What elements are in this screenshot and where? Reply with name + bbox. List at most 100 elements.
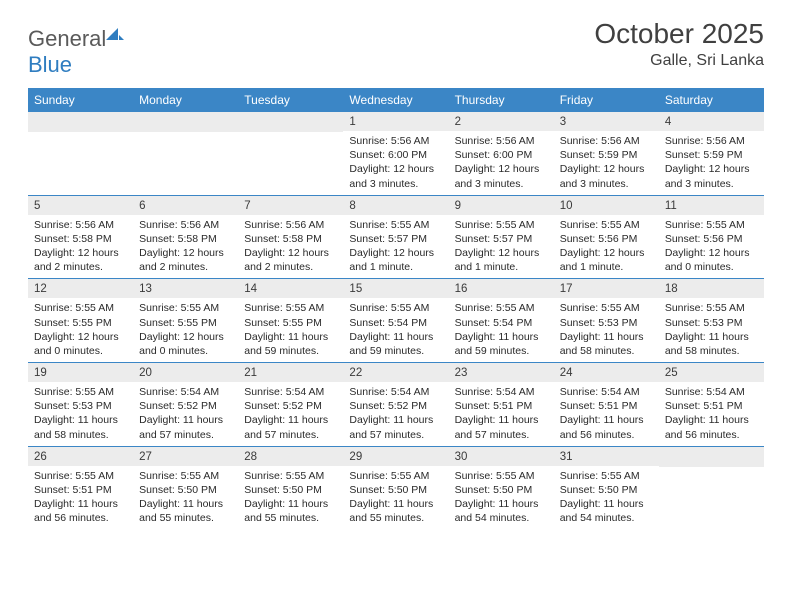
sunset-line: Sunset: 6:00 PM [455, 148, 548, 162]
day-cell: 25Sunrise: 5:54 AMSunset: 5:51 PMDayligh… [659, 363, 764, 446]
day-cell: 28Sunrise: 5:55 AMSunset: 5:50 PMDayligh… [238, 447, 343, 530]
day-number: 5 [28, 196, 133, 215]
day-cell: 6Sunrise: 5:56 AMSunset: 5:58 PMDaylight… [133, 196, 238, 279]
sunset-line: Sunset: 5:50 PM [139, 483, 232, 497]
day-number: 6 [133, 196, 238, 215]
sunset-line: Sunset: 5:50 PM [455, 483, 548, 497]
daylight-line: Daylight: 12 hours and 1 minute. [349, 246, 442, 274]
sunrise-line: Sunrise: 5:54 AM [244, 385, 337, 399]
sunset-line: Sunset: 5:53 PM [665, 316, 758, 330]
sunset-line: Sunset: 5:59 PM [665, 148, 758, 162]
daylight-line: Daylight: 11 hours and 56 minutes. [34, 497, 127, 525]
day-info: Sunrise: 5:55 AMSunset: 5:50 PMDaylight:… [343, 466, 448, 530]
sunrise-line: Sunrise: 5:55 AM [349, 301, 442, 315]
day-number: 17 [554, 279, 659, 298]
day-info: Sunrise: 5:56 AMSunset: 5:58 PMDaylight:… [133, 215, 238, 279]
sunrise-line: Sunrise: 5:54 AM [455, 385, 548, 399]
week-row: 5Sunrise: 5:56 AMSunset: 5:58 PMDaylight… [28, 196, 764, 280]
brand-part1: General [28, 26, 106, 51]
sunset-line: Sunset: 5:58 PM [244, 232, 337, 246]
sunset-line: Sunset: 5:55 PM [139, 316, 232, 330]
day-cell: 26Sunrise: 5:55 AMSunset: 5:51 PMDayligh… [28, 447, 133, 530]
day-info: Sunrise: 5:55 AMSunset: 5:53 PMDaylight:… [28, 382, 133, 446]
daylight-line: Daylight: 12 hours and 0 minutes. [139, 330, 232, 358]
daylight-line: Daylight: 12 hours and 3 minutes. [455, 162, 548, 190]
day-cell: 17Sunrise: 5:55 AMSunset: 5:53 PMDayligh… [554, 279, 659, 362]
title-block: October 2025 Galle, Sri Lanka [594, 18, 764, 70]
dow-wednesday: Wednesday [343, 88, 448, 112]
day-number: 13 [133, 279, 238, 298]
sunrise-line: Sunrise: 5:55 AM [560, 469, 653, 483]
day-number: 23 [449, 363, 554, 382]
dow-header-row: Sunday Monday Tuesday Wednesday Thursday… [28, 88, 764, 112]
day-info: Sunrise: 5:55 AMSunset: 5:55 PMDaylight:… [238, 298, 343, 362]
sunset-line: Sunset: 5:56 PM [665, 232, 758, 246]
day-info: Sunrise: 5:55 AMSunset: 5:57 PMDaylight:… [449, 215, 554, 279]
day-info: Sunrise: 5:55 AMSunset: 5:53 PMDaylight:… [659, 298, 764, 362]
day-number [659, 447, 764, 467]
day-number: 1 [343, 112, 448, 131]
week-row: 19Sunrise: 5:55 AMSunset: 5:53 PMDayligh… [28, 363, 764, 447]
day-cell [28, 112, 133, 195]
day-info: Sunrise: 5:55 AMSunset: 5:51 PMDaylight:… [28, 466, 133, 530]
calendar-page: GeneralBlue October 2025 Galle, Sri Lank… [0, 0, 792, 539]
daylight-line: Daylight: 11 hours and 55 minutes. [139, 497, 232, 525]
day-number: 18 [659, 279, 764, 298]
sunrise-line: Sunrise: 5:55 AM [349, 218, 442, 232]
day-number: 21 [238, 363, 343, 382]
sail-icon [104, 26, 126, 42]
day-cell: 22Sunrise: 5:54 AMSunset: 5:52 PMDayligh… [343, 363, 448, 446]
daylight-line: Daylight: 11 hours and 57 minutes. [139, 413, 232, 441]
sunset-line: Sunset: 5:50 PM [244, 483, 337, 497]
sunset-line: Sunset: 5:54 PM [349, 316, 442, 330]
dow-sunday: Sunday [28, 88, 133, 112]
sunset-line: Sunset: 5:58 PM [34, 232, 127, 246]
brand-text: GeneralBlue [28, 26, 128, 78]
day-number: 4 [659, 112, 764, 131]
week-row: 12Sunrise: 5:55 AMSunset: 5:55 PMDayligh… [28, 279, 764, 363]
sunrise-line: Sunrise: 5:54 AM [560, 385, 653, 399]
sunset-line: Sunset: 5:53 PM [560, 316, 653, 330]
day-number: 2 [449, 112, 554, 131]
sunset-line: Sunset: 5:55 PM [244, 316, 337, 330]
sunrise-line: Sunrise: 5:55 AM [34, 385, 127, 399]
day-cell: 1Sunrise: 5:56 AMSunset: 6:00 PMDaylight… [343, 112, 448, 195]
sunset-line: Sunset: 5:51 PM [34, 483, 127, 497]
day-cell: 13Sunrise: 5:55 AMSunset: 5:55 PMDayligh… [133, 279, 238, 362]
daylight-line: Daylight: 11 hours and 58 minutes. [560, 330, 653, 358]
day-number: 14 [238, 279, 343, 298]
sunrise-line: Sunrise: 5:55 AM [665, 301, 758, 315]
dow-saturday: Saturday [659, 88, 764, 112]
sunset-line: Sunset: 5:51 PM [665, 399, 758, 413]
day-info: Sunrise: 5:55 AMSunset: 5:53 PMDaylight:… [554, 298, 659, 362]
day-cell: 23Sunrise: 5:54 AMSunset: 5:51 PMDayligh… [449, 363, 554, 446]
daylight-line: Daylight: 11 hours and 54 minutes. [560, 497, 653, 525]
day-cell: 30Sunrise: 5:55 AMSunset: 5:50 PMDayligh… [449, 447, 554, 530]
daylight-line: Daylight: 11 hours and 57 minutes. [455, 413, 548, 441]
sunrise-line: Sunrise: 5:55 AM [455, 469, 548, 483]
day-cell: 16Sunrise: 5:55 AMSunset: 5:54 PMDayligh… [449, 279, 554, 362]
day-info: Sunrise: 5:55 AMSunset: 5:57 PMDaylight:… [343, 215, 448, 279]
sunrise-line: Sunrise: 5:55 AM [139, 469, 232, 483]
daylight-line: Daylight: 11 hours and 59 minutes. [244, 330, 337, 358]
daylight-line: Daylight: 12 hours and 2 minutes. [244, 246, 337, 274]
sunrise-line: Sunrise: 5:54 AM [139, 385, 232, 399]
daylight-line: Daylight: 11 hours and 55 minutes. [244, 497, 337, 525]
day-number [238, 112, 343, 132]
day-number: 31 [554, 447, 659, 466]
sunset-line: Sunset: 5:57 PM [349, 232, 442, 246]
day-number: 28 [238, 447, 343, 466]
day-info: Sunrise: 5:55 AMSunset: 5:50 PMDaylight:… [449, 466, 554, 530]
dow-monday: Monday [133, 88, 238, 112]
day-info: Sunrise: 5:56 AMSunset: 5:58 PMDaylight:… [238, 215, 343, 279]
day-number: 10 [554, 196, 659, 215]
day-info: Sunrise: 5:55 AMSunset: 5:55 PMDaylight:… [28, 298, 133, 362]
daylight-line: Daylight: 11 hours and 59 minutes. [455, 330, 548, 358]
sunrise-line: Sunrise: 5:55 AM [349, 469, 442, 483]
month-title: October 2025 [594, 18, 764, 50]
brand-logo: GeneralBlue [28, 18, 128, 78]
day-cell: 15Sunrise: 5:55 AMSunset: 5:54 PMDayligh… [343, 279, 448, 362]
day-cell: 29Sunrise: 5:55 AMSunset: 5:50 PMDayligh… [343, 447, 448, 530]
daylight-line: Daylight: 11 hours and 59 minutes. [349, 330, 442, 358]
sunset-line: Sunset: 5:55 PM [34, 316, 127, 330]
